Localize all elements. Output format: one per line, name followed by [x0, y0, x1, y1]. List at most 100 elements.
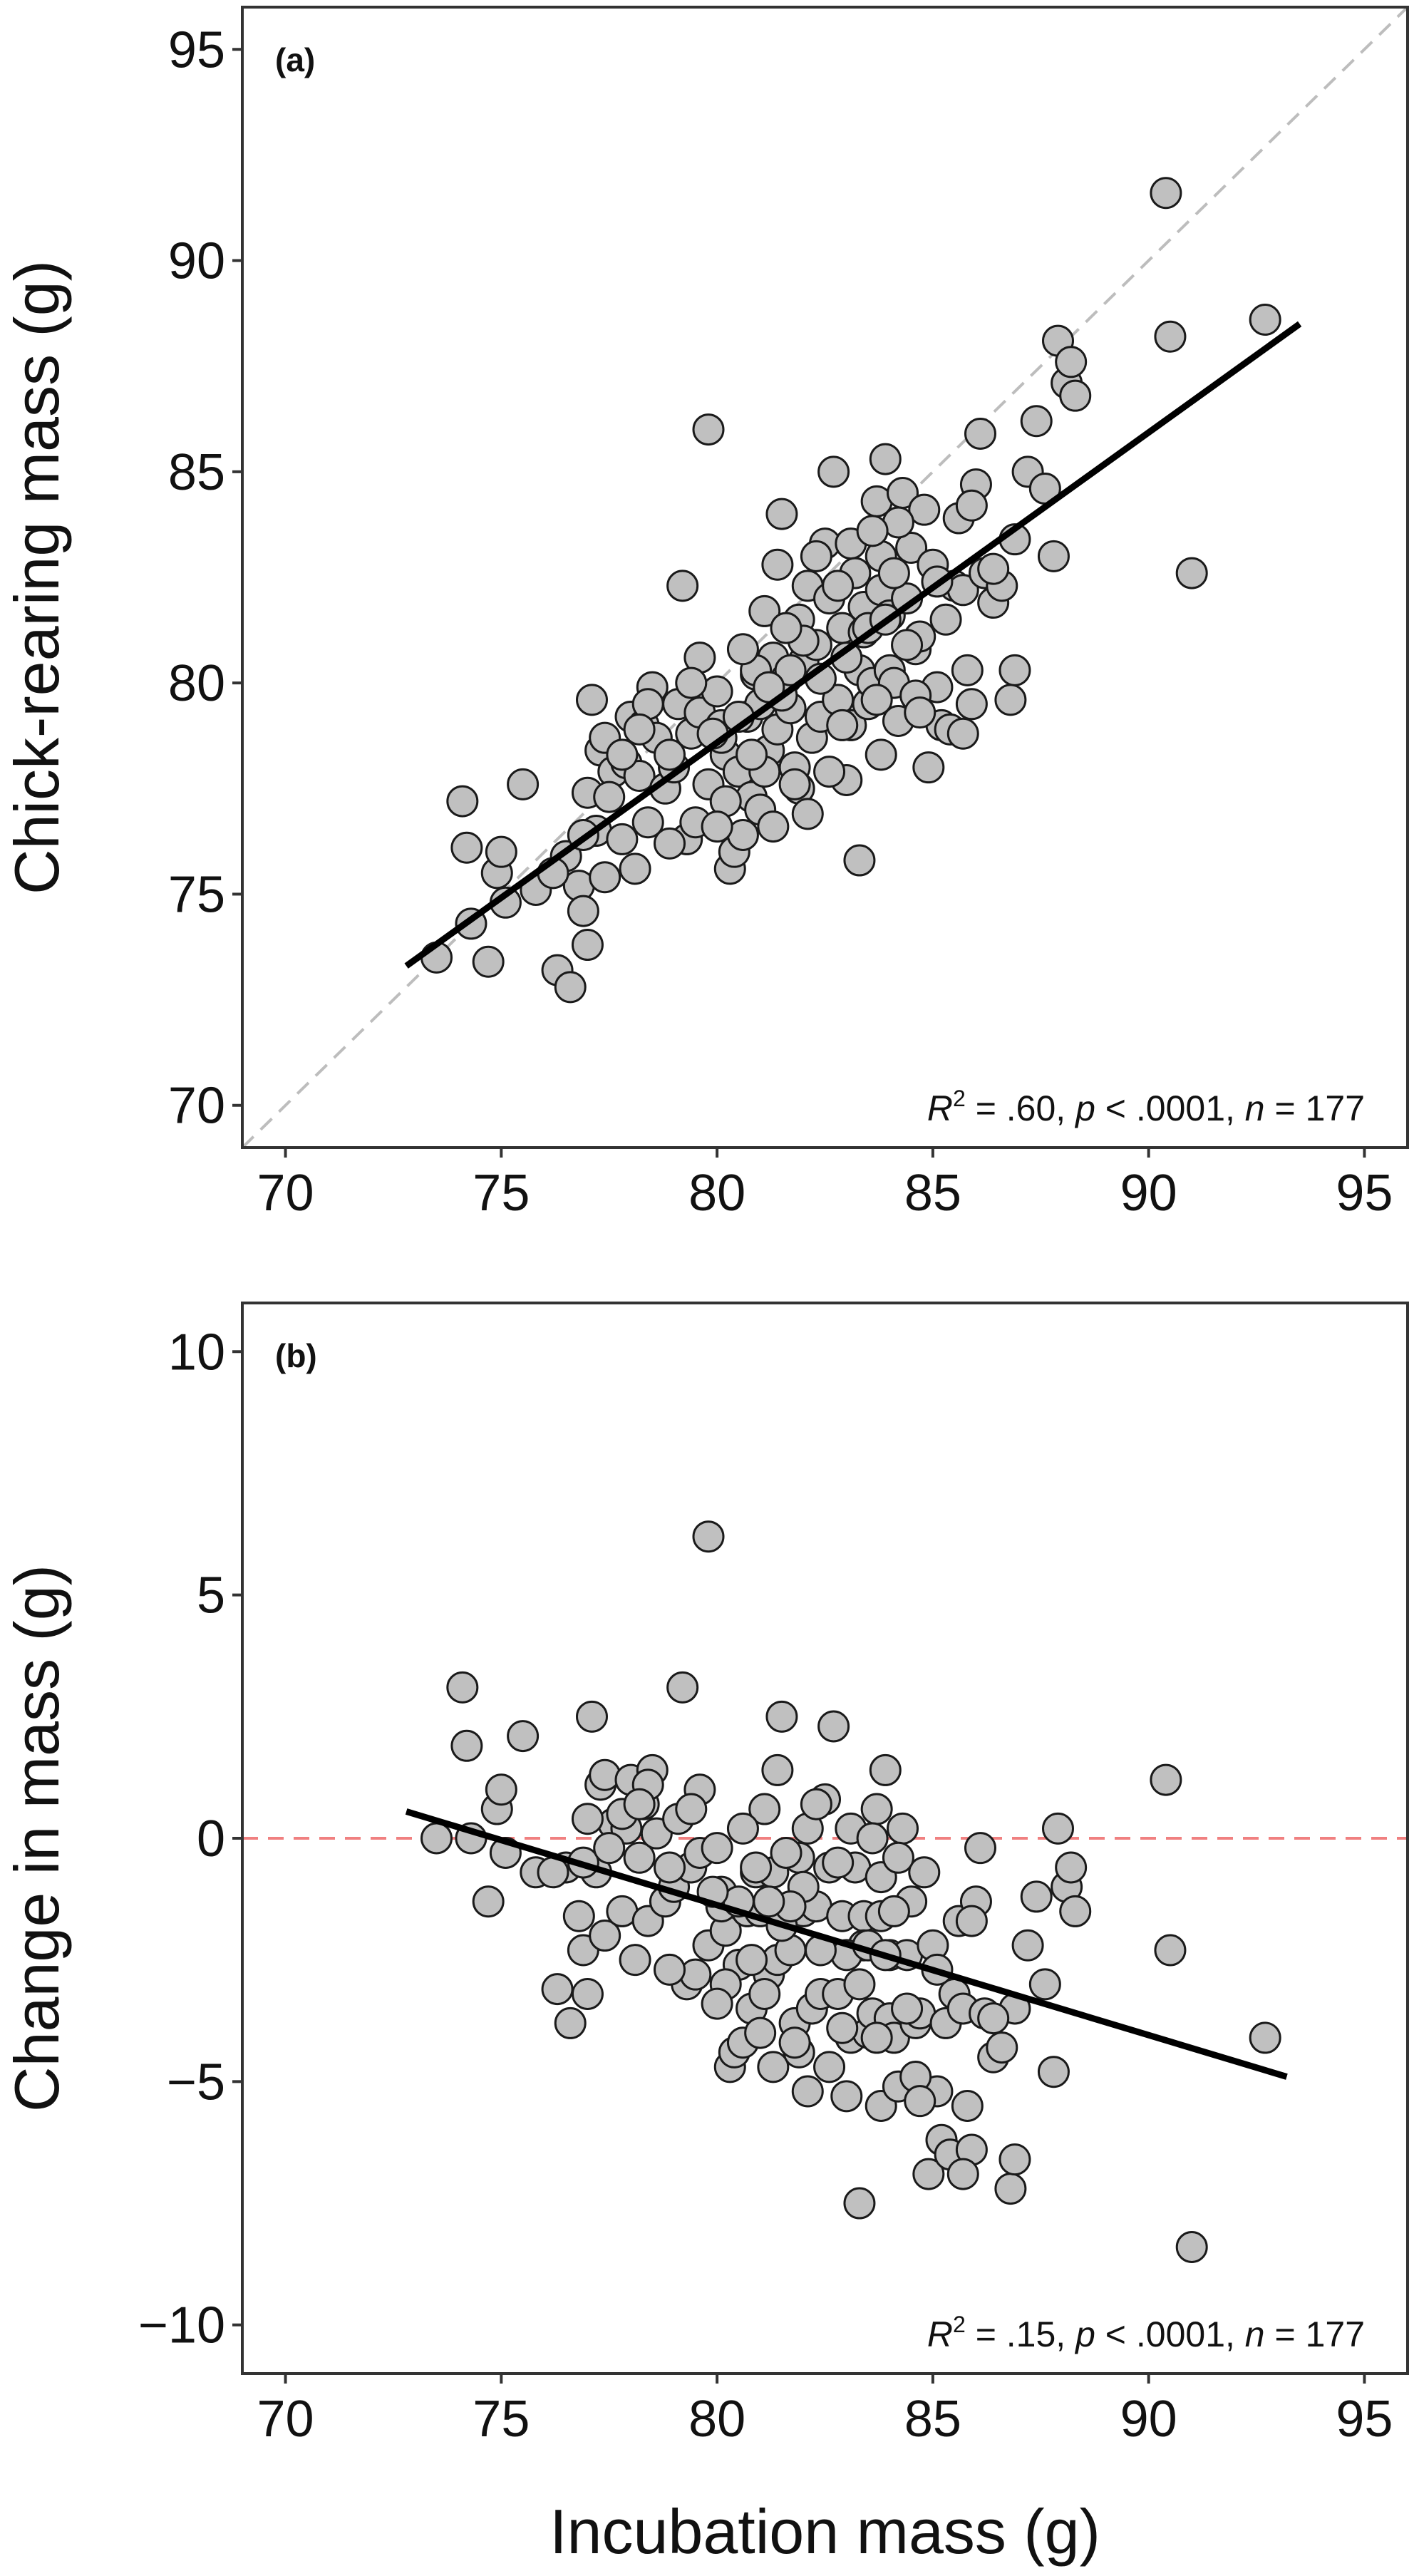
data-point: [1059, 1895, 1092, 1927]
data-point: [908, 1856, 941, 1889]
data-point: [778, 2026, 811, 2059]
data-point: [1154, 320, 1187, 353]
x-tick-label: 90: [1120, 2391, 1177, 2448]
data-point: [912, 751, 945, 784]
data-point: [955, 1905, 988, 1937]
data-point: [748, 1793, 781, 1825]
y-tick-label: 5: [197, 1567, 225, 1624]
data-point: [541, 1973, 574, 2006]
regression-line: [404, 321, 1302, 969]
data-point: [843, 1968, 876, 2001]
y-tick-label: 80: [168, 655, 225, 712]
data-point: [791, 798, 824, 830]
regression-line: [405, 1808, 1288, 2080]
data-point: [619, 852, 651, 885]
y-tick-label: 0: [197, 1810, 225, 1867]
data-point: [908, 493, 941, 526]
data-point: [757, 2051, 790, 2083]
data-point: [891, 1992, 924, 2025]
data-point: [1150, 1763, 1182, 1796]
data-point: [946, 717, 979, 750]
panel-a-frame: [241, 6, 1409, 1149]
data-point: [485, 1773, 517, 1806]
data-point: [446, 785, 479, 818]
data-point: [606, 823, 639, 855]
data-point: [623, 713, 656, 746]
data-point: [869, 443, 902, 475]
data-point: [774, 654, 807, 686]
data-point: [593, 1832, 626, 1865]
data-point: [994, 2173, 1027, 2205]
panel-b-x-axis-title: Incubation mass (g): [549, 2496, 1100, 2567]
data-point: [623, 1788, 656, 1820]
data-point: [765, 1700, 798, 1733]
data-point: [726, 633, 759, 666]
data-point: [951, 2090, 984, 2122]
panel-b-ticks: 70 75 80 85 90 95 −10 −5 0 5 10: [138, 1324, 1393, 2448]
data-point: [446, 1671, 479, 1704]
data-point: [744, 2016, 777, 2049]
data-point: [692, 1520, 725, 1553]
panel-a-points: [420, 177, 1281, 1004]
data-point: [891, 629, 924, 661]
data-point: [571, 1803, 604, 1835]
data-point: [1055, 346, 1088, 378]
data-point: [554, 2006, 587, 2039]
data-point: [998, 654, 1031, 686]
panel-b-chart: 70 75 80 85 90 95 −10 −5 0 5 10 (b) R2 = .15, p < …: [1, 1302, 1409, 2567]
data-point: [843, 2187, 876, 2220]
data-point: [589, 1758, 621, 1791]
data-point: [576, 684, 608, 716]
data-point: [877, 557, 910, 589]
data-point: [856, 1822, 889, 1855]
data-point: [701, 810, 733, 843]
data-point: [606, 738, 639, 771]
data-point: [654, 1953, 686, 1986]
x-tick-label: 75: [473, 2391, 530, 2448]
data-point: [753, 1885, 785, 1918]
data-point: [813, 756, 846, 788]
data-point: [830, 2080, 863, 2113]
data-point: [822, 1846, 855, 1879]
data-point: [726, 1812, 759, 1845]
x-tick-label: 80: [688, 1165, 745, 1222]
data-point: [955, 489, 988, 522]
data-point: [800, 1788, 832, 1820]
data-point: [485, 835, 517, 868]
data-point: [869, 1753, 902, 1786]
data-point: [571, 929, 604, 962]
data-point: [1249, 2021, 1281, 2054]
data-point: [567, 895, 599, 927]
data-point: [826, 2011, 859, 2044]
data-point: [882, 1841, 914, 1874]
data-point: [740, 1851, 773, 1884]
panel-b-fit-line: [405, 1808, 1288, 2080]
data-point: [1249, 304, 1281, 336]
data-point: [860, 684, 893, 716]
data-point: [1175, 557, 1208, 589]
data-point: [895, 532, 928, 565]
data-point: [951, 654, 984, 686]
data-point: [765, 498, 798, 530]
data-point: [822, 570, 855, 602]
data-point: [860, 1793, 893, 1825]
panel-a-y-axis-title: Chick-rearing mass (g): [1, 260, 72, 895]
data-point: [791, 2075, 824, 2108]
data-point: [904, 696, 936, 729]
data-point: [623, 1841, 656, 1874]
data-point: [675, 1793, 708, 1825]
data-point: [472, 945, 505, 978]
data-point: [736, 1944, 768, 1977]
data-point: [1011, 1929, 1044, 1962]
x-tick-label: 85: [904, 2391, 961, 2448]
x-tick-label: 85: [904, 1165, 961, 1222]
y-tick-label: −10: [138, 2297, 225, 2354]
data-point: [887, 1812, 919, 1845]
data-point: [420, 1822, 453, 1855]
panel-a-stats: R2 = .60, p < .0001, n = 177: [927, 1086, 1365, 1128]
data-point: [826, 709, 859, 741]
data-point: [701, 1987, 733, 2020]
panel-a-chart: 70 75 80 85 90 95 70 75 80 85 90 95 (a) R2 = .60, p…: [1, 6, 1409, 1222]
x-tick-label: 80: [688, 2391, 745, 2448]
panel-b-points: [420, 1520, 1281, 2263]
